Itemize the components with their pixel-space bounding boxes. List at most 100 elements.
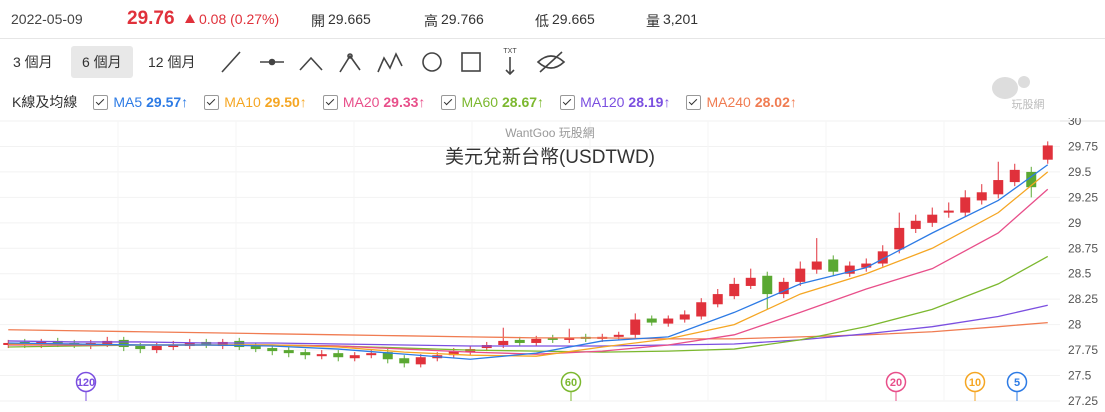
y-tick-label: 29.25 <box>1068 190 1098 204</box>
legend-value: 29.33↑ <box>383 94 426 110</box>
legend-name: MA20 <box>342 94 380 110</box>
candle-body <box>1009 169 1020 183</box>
legend-item[interactable]: MA20 29.33↑ <box>322 94 426 110</box>
legend-item[interactable]: MA240 28.02↑ <box>686 94 797 110</box>
y-tick-label: 30 <box>1068 118 1082 128</box>
candle-body <box>168 345 179 348</box>
legend: K線及均線 MA5 29.57↑ MA10 29.50↑ MA20 29.33↑ MA60 2… <box>12 92 797 112</box>
legend-value: 29.57↑ <box>146 94 189 110</box>
legend-title: K線及均線 <box>12 94 78 110</box>
candle-body <box>217 341 228 347</box>
rect-tool[interactable] <box>461 52 481 72</box>
marker <box>75 371 97 393</box>
ma-line <box>8 164 1049 360</box>
price: 29.76 <box>127 8 175 29</box>
stat-label: 低 <box>535 13 549 29</box>
ma-line <box>8 188 1049 355</box>
y-tick-label: 27.25 <box>1068 394 1098 408</box>
candle-body <box>52 340 63 344</box>
legend-value: 28.19↑ <box>628 94 671 110</box>
candle-body <box>795 268 806 282</box>
candle-body <box>663 318 674 324</box>
marker-label: 60 <box>565 377 577 389</box>
candle-body <box>877 251 888 264</box>
y-tick-label: 28.5 <box>1068 267 1092 281</box>
candle-body <box>151 346 162 351</box>
y-tick-label: 29.75 <box>1068 139 1098 153</box>
stat-label: 量 <box>646 13 660 29</box>
candle-body <box>993 180 1004 195</box>
checkbox <box>686 94 702 110</box>
y-tick-label: 28.75 <box>1068 241 1098 255</box>
legend-item[interactable]: MA10 29.50↑ <box>204 94 307 110</box>
y-tick-label: 29 <box>1068 216 1082 230</box>
line-tool[interactable] <box>221 51 241 73</box>
stat-value: 29.665 <box>552 11 595 27</box>
range-button[interactable]: 3 個月 <box>13 54 53 70</box>
circle-tool[interactable] <box>422 52 442 72</box>
ma-line <box>8 171 1049 357</box>
candle-body <box>399 358 410 364</box>
checkbox <box>560 94 576 110</box>
candle-body <box>630 319 641 335</box>
candle-body <box>745 277 756 286</box>
candle-body <box>300 352 311 356</box>
up-arrow <box>185 14 195 23</box>
candle-body <box>828 259 839 272</box>
logo-text: 玩股網 <box>1012 97 1045 111</box>
change: 0.08 (0.27%) <box>199 11 280 27</box>
candle-body <box>415 357 426 365</box>
checkbox <box>441 94 457 110</box>
marker <box>560 371 582 393</box>
stat-label: 開 <box>311 13 325 29</box>
range-button[interactable]: 12 個月 <box>148 54 196 70</box>
marker <box>1006 371 1028 393</box>
candle-body <box>1042 145 1053 160</box>
marker-label: 20 <box>890 377 902 389</box>
pattern-tool[interactable] <box>377 52 403 73</box>
legend-item[interactable]: MA5 29.57↑ <box>93 94 188 110</box>
candle-body <box>234 340 245 348</box>
candle-body <box>382 352 393 360</box>
candle-body <box>316 354 327 357</box>
candle-body <box>547 337 558 340</box>
checkbox <box>322 94 338 110</box>
range-button[interactable]: 6 個月 <box>71 46 133 78</box>
chart: 30 29.75 29.5 29.25 29 28.75 28.5 28.25 28 27.75 2… <box>0 118 1105 408</box>
legend-item[interactable]: MA120 28.19↑ <box>560 94 670 110</box>
stat-value: 3,201 <box>663 11 699 27</box>
candle-body <box>811 261 822 270</box>
ma-line <box>8 321 1048 340</box>
legend-value: 28.67↑ <box>502 94 545 110</box>
candle-body <box>894 227 905 250</box>
candle-body <box>448 351 459 356</box>
wave-tool[interactable] <box>339 53 361 73</box>
legend-name: MA5 <box>113 94 143 110</box>
candle-body <box>267 348 278 352</box>
angle-tool[interactable] <box>299 56 323 71</box>
marker-label: 10 <box>969 377 981 389</box>
candle-body <box>283 350 294 354</box>
legend-name: MA60 <box>461 94 499 110</box>
legend-value: 28.02↑ <box>754 94 797 110</box>
text-tool[interactable]: TXT <box>503 48 517 76</box>
candle-body <box>349 355 360 359</box>
legend-name: MA240 <box>706 94 751 110</box>
legend-item[interactable]: MA60 28.67↑ <box>441 94 544 110</box>
candle-body <box>844 265 855 274</box>
legend-name: MA10 <box>224 94 261 110</box>
checkbox <box>93 94 109 110</box>
hline-tool[interactable] <box>260 58 284 66</box>
legend-name: MA120 <box>580 94 625 110</box>
chart-title: 美元兌新台幣(USDTWD) <box>445 146 655 168</box>
candle-body <box>333 353 344 358</box>
stat-value: 29.766 <box>441 11 484 27</box>
hide-tool[interactable] <box>536 51 566 73</box>
candle-body <box>646 318 657 323</box>
candle-body <box>976 192 987 201</box>
y-tick-label: 27.5 <box>1068 369 1092 383</box>
candle-body <box>960 197 971 213</box>
candle-body <box>613 334 624 337</box>
draw-tools: TXT <box>221 48 566 76</box>
